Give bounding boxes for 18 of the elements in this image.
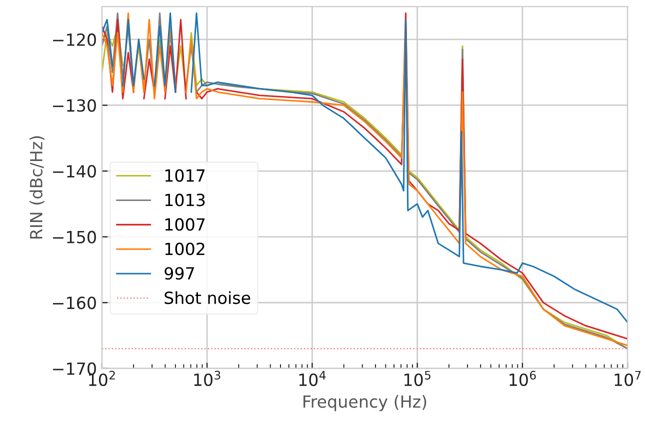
x-axis-title: Frequency (Hz) bbox=[304, 394, 426, 412]
y-tick-label: −120 bbox=[53, 33, 96, 46]
y-tick-label: −160 bbox=[53, 296, 96, 310]
legend-label: 997 bbox=[164, 267, 194, 280]
y-axis-title: RIN (dBc/Hz) bbox=[30, 136, 44, 239]
legend-label: 1007 bbox=[165, 218, 205, 231]
y-tick-label: −130 bbox=[53, 99, 96, 112]
y-tick-label: −150 bbox=[53, 230, 96, 244]
y-tick-label: −140 bbox=[53, 164, 96, 178]
x-tick-label: 10$^{4}$ bbox=[299, 370, 326, 386]
legend-label: 1017 bbox=[165, 169, 205, 182]
x-tick-label: 10$^{6}$ bbox=[510, 370, 536, 386]
legend-label: 1013 bbox=[165, 194, 205, 206]
legend-label: Shot noise bbox=[164, 291, 250, 304]
legend-label: 1002 bbox=[165, 242, 204, 256]
x-tick-label: 10$^{5}$ bbox=[404, 370, 430, 386]
x-tick-label: 10$^{7}$ bbox=[614, 370, 641, 386]
x-tick-label: 10$^{3}$ bbox=[194, 370, 220, 386]
